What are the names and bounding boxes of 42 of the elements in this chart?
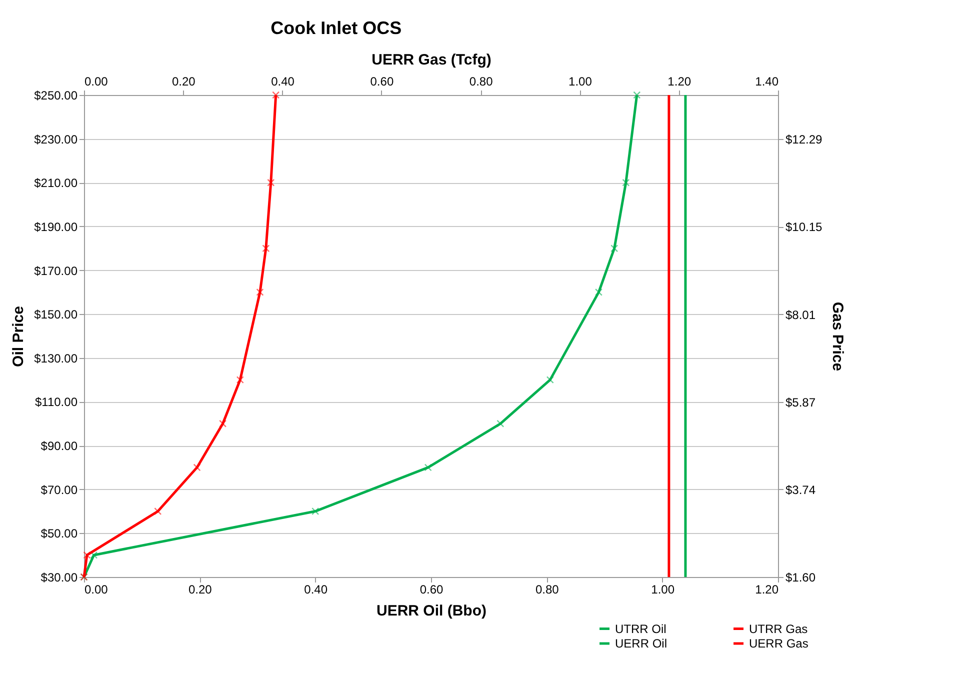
legend-label: UTRR Gas: [749, 622, 808, 636]
y-tick-label: $110.00: [35, 395, 78, 410]
x2-tick-label: 0.60: [370, 74, 394, 88]
legend-label: UTRR Oil: [615, 622, 666, 636]
x-tick-label: 0.80: [535, 582, 560, 596]
x2-tick-label: 0.80: [469, 74, 494, 88]
y-tick-label: $70.00: [40, 482, 78, 497]
y-tick-label: $130.00: [34, 351, 78, 366]
x2-tick-label: 1.00: [568, 74, 592, 88]
x-tick-label: 0.60: [420, 582, 444, 596]
y2-tick-label: $10.15: [786, 220, 823, 234]
y-tick-label: $50.00: [40, 526, 78, 541]
y2-tick-label: $8.01: [786, 308, 816, 322]
x2-axis-title: UERR Gas (Tcfg): [372, 52, 492, 68]
y2-tick-label: $5.87: [786, 395, 816, 410]
x2-tick-label: 1.20: [668, 74, 692, 88]
x-tick-label: 1.00: [651, 582, 675, 596]
x2-tick-label: 0.00: [84, 74, 108, 88]
y-tick-label: $150.00: [34, 308, 78, 322]
y-tick-label: $230.00: [34, 132, 78, 146]
y-axis-title: Oil Price: [10, 306, 28, 367]
y-tick-label: $250.00: [34, 88, 78, 102]
y2-axis-title: Gas Price: [829, 302, 846, 372]
y2-tick-label: $1.60: [786, 570, 816, 584]
x-tick-label: 1.20: [755, 582, 779, 596]
y-tick-label: $90.00: [40, 439, 78, 454]
legend-label: UERR Oil: [615, 636, 668, 650]
x-tick-label: 0.20: [188, 582, 212, 596]
x2-tick-label: 1.40: [755, 74, 779, 88]
x2-tick-label: 0.20: [172, 74, 196, 88]
x-axis-title: UERR Oil (Bbo): [376, 602, 486, 620]
legend-label: UERR Gas: [749, 636, 808, 650]
y-tick-label: $190.00: [34, 220, 78, 234]
y-tick-label: $170.00: [34, 264, 78, 278]
y2-tick-label: $3.74: [786, 482, 816, 497]
x-tick-label: 0.00: [84, 582, 108, 596]
y-tick-label: $210.00: [34, 176, 78, 190]
y-tick-label: $30.00: [40, 570, 78, 584]
x2-tick-label: 0.40: [271, 74, 295, 88]
x-tick-label: 0.40: [304, 582, 328, 596]
y2-tick-label: $12.29: [786, 132, 823, 146]
chart-title: Cook Inlet OCS: [270, 18, 402, 38]
